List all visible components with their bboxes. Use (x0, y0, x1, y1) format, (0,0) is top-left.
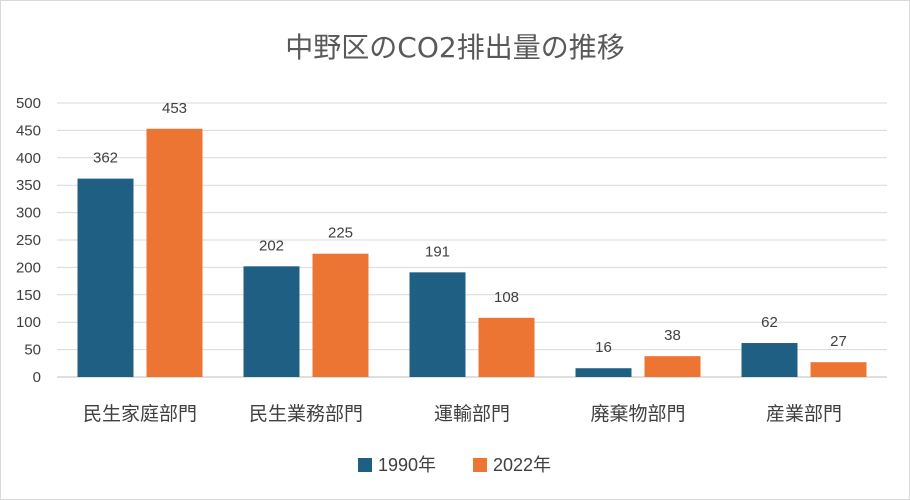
data-label: 453 (162, 100, 187, 117)
data-label: 362 (93, 150, 118, 167)
legend-swatch (473, 458, 487, 472)
data-label: 225 (328, 225, 353, 242)
bar-1990年 (243, 266, 300, 377)
data-labels: 362 453 202 225 191 108 16 38 62 27 (93, 100, 847, 356)
bar-2022年 (644, 356, 701, 377)
y-axis-ticks: 0 50 100 150 200 250 300 350 400 450 500 (16, 95, 41, 386)
category-label: 民生家庭部門 (83, 403, 197, 425)
category-labels: 民生家庭部門 民生業務部門 運輸部門 廃棄物部門 産業部門 (83, 403, 842, 425)
legend-label: 1990年 (378, 455, 436, 475)
bar-1990年 (77, 178, 134, 377)
data-label: 202 (259, 237, 284, 254)
data-label: 16 (595, 339, 612, 356)
y-tick-label: 450 (16, 122, 41, 139)
bar-1990年 (409, 272, 466, 377)
y-tick-label: 500 (16, 95, 41, 112)
y-tick-label: 350 (16, 177, 41, 194)
data-label: 191 (425, 243, 450, 260)
data-label: 27 (830, 333, 847, 350)
y-tick-label: 100 (16, 314, 41, 331)
y-tick-label: 0 (33, 369, 41, 386)
bar-2022年 (478, 317, 535, 377)
bars (77, 128, 867, 377)
bar-2022年 (810, 362, 867, 377)
category-label: 運輸部門 (434, 403, 510, 425)
y-tick-label: 200 (16, 259, 41, 276)
bar-1990年 (741, 343, 798, 377)
y-tick-label: 150 (16, 287, 41, 304)
bar-2022年 (312, 253, 369, 377)
bar-1990年 (575, 368, 632, 377)
y-tick-label: 300 (16, 205, 41, 222)
category-label: 産業部門 (766, 403, 842, 425)
data-label: 62 (761, 314, 778, 331)
chart-title: 中野区のCO2排出量の推移 (285, 31, 624, 64)
legend-swatch (358, 458, 372, 472)
y-tick-label: 50 (24, 342, 41, 359)
data-label: 38 (664, 327, 681, 344)
y-tick-label: 400 (16, 150, 41, 167)
legend: 1990年 2022年 (358, 455, 551, 475)
category-label: 廃棄物部門 (590, 403, 685, 425)
legend-label: 2022年 (493, 455, 551, 475)
y-tick-label: 250 (16, 232, 41, 249)
data-label: 108 (494, 289, 519, 306)
bar-2022年 (146, 128, 203, 377)
category-label: 民生業務部門 (249, 403, 363, 425)
